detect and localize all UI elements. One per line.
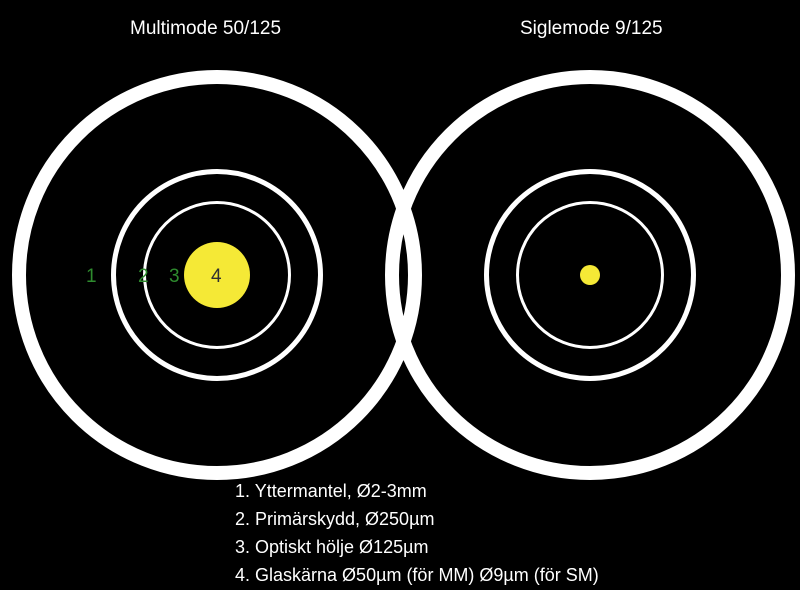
- legend-item-3: 3. Optiskt hölje Ø125µm: [235, 534, 599, 562]
- label-2: 2: [138, 266, 149, 288]
- right-core: [580, 265, 600, 285]
- label-1: 1: [86, 266, 97, 288]
- title-left: Multimode 50/125: [130, 18, 281, 40]
- label-4: 4: [211, 266, 222, 288]
- legend-item-2: 2. Primärskydd, Ø250µm: [235, 506, 599, 534]
- legend: 1. Yttermantel, Ø2-3mm 2. Primärskydd, Ø…: [235, 478, 599, 590]
- title-right: Siglemode 9/125: [520, 18, 663, 40]
- legend-item-1: 1. Yttermantel, Ø2-3mm: [235, 478, 599, 506]
- label-3: 3: [169, 266, 180, 288]
